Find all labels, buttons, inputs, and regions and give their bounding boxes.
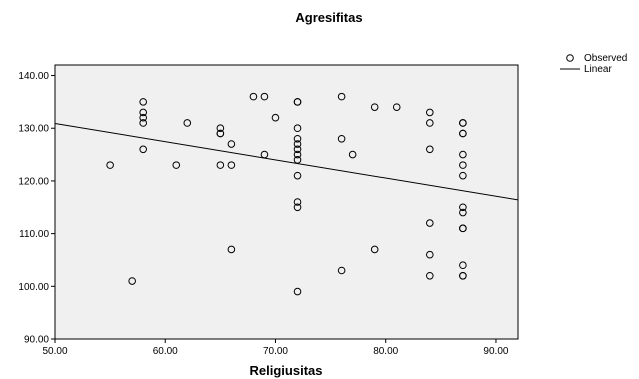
observed-point <box>139 119 147 127</box>
observed-point <box>227 140 236 148</box>
x-tick-label: 80.00 <box>373 346 398 357</box>
observed-point <box>106 161 114 169</box>
y-axis: 90.00 100.00 110.00 120.00 130.00 140.00 <box>18 71 55 346</box>
observed-point <box>459 203 467 212</box>
linear-fit-line <box>54 122 519 201</box>
x-axis: 50.00 60.00 70.00 80.00 90.00 <box>42 339 509 357</box>
observed-point <box>216 161 225 169</box>
y-tick-label: 90.00 <box>24 335 49 346</box>
observed-point <box>128 277 136 285</box>
observed-point <box>426 219 434 227</box>
observed-point <box>337 266 346 275</box>
legend-observed-marker <box>566 54 574 62</box>
x-tick-label: 60.00 <box>153 346 178 357</box>
x-tick-label: 90.00 <box>483 346 508 357</box>
observed-point <box>293 156 302 164</box>
observed-point <box>459 161 467 169</box>
y-tick-label: 130.00 <box>18 124 49 135</box>
y-tick-label: 100.00 <box>18 282 49 293</box>
observed-point <box>260 150 269 159</box>
x-tick-label: 50.00 <box>42 346 67 357</box>
observed-point <box>293 150 302 159</box>
observed-point <box>139 145 147 154</box>
chart-title: Agresifitas <box>295 10 362 25</box>
observed-point <box>293 203 302 212</box>
observed-point <box>426 250 434 259</box>
observed-point <box>183 119 192 127</box>
observed-point <box>348 150 357 159</box>
observed-points <box>106 92 467 296</box>
observed-point <box>426 271 434 280</box>
observed-point <box>337 92 346 101</box>
observed-point <box>249 92 258 101</box>
observed-point <box>271 113 280 122</box>
observed-point <box>459 224 467 233</box>
plot-area <box>54 64 519 340</box>
observed-point <box>459 119 467 127</box>
observed-point <box>293 287 302 296</box>
observed-point <box>293 198 302 206</box>
observed-point <box>426 145 434 154</box>
observed-point <box>370 245 379 254</box>
observed-point <box>139 98 147 106</box>
y-tick-label: 140.00 <box>18 71 49 82</box>
observed-point <box>459 171 467 180</box>
observed-point <box>459 129 467 138</box>
observed-point <box>459 271 467 280</box>
observed-point <box>459 261 467 270</box>
y-tick-label: 110.00 <box>19 229 49 240</box>
observed-point <box>459 208 467 217</box>
observed-point <box>426 119 434 127</box>
observed-point <box>293 140 302 148</box>
legend-linear-label: Linear <box>584 64 612 75</box>
observed-point <box>337 134 346 143</box>
legend: Observed Linear <box>560 53 627 75</box>
observed-point <box>172 161 181 169</box>
observed-point <box>426 108 434 117</box>
observed-point <box>293 171 302 180</box>
observed-point <box>293 145 302 154</box>
observed-point <box>260 92 269 101</box>
fit-line-group <box>54 122 519 201</box>
legend-observed-label: Observed <box>584 53 627 64</box>
observed-point <box>392 103 401 111</box>
x-axis-label: Religiusitas <box>250 363 323 378</box>
observed-point <box>139 113 147 122</box>
observed-point <box>459 150 467 159</box>
observed-point <box>139 108 147 117</box>
observed-point <box>227 245 236 254</box>
observed-point <box>293 124 302 133</box>
observed-point <box>293 98 302 106</box>
observed-point <box>216 129 225 138</box>
observed-point <box>216 124 225 133</box>
x-tick-label: 70.00 <box>263 346 288 357</box>
observed-point <box>293 134 302 143</box>
y-tick-label: 120.00 <box>18 176 49 187</box>
observed-point <box>370 103 379 111</box>
observed-point <box>227 161 236 169</box>
